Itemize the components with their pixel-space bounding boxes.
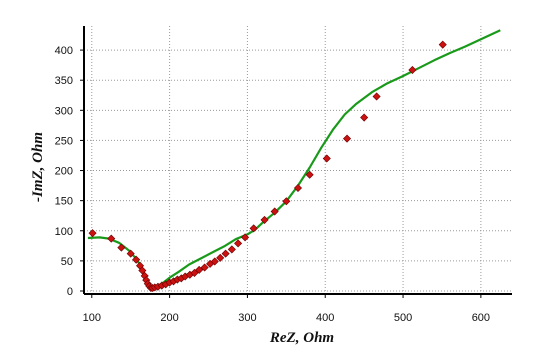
data-point xyxy=(241,233,250,242)
data-point xyxy=(190,268,199,277)
data-point xyxy=(270,207,279,216)
data-point xyxy=(322,154,331,163)
data-point xyxy=(360,113,369,122)
data-point xyxy=(138,266,147,275)
y-tick-label: 0 xyxy=(67,286,73,298)
data-point xyxy=(210,257,219,266)
y-tick-label: 250 xyxy=(55,135,73,147)
data-point xyxy=(216,253,225,262)
data-point xyxy=(408,65,417,74)
x-tick-label: 400 xyxy=(316,312,334,324)
data-point xyxy=(117,243,126,252)
y-tick-label: 400 xyxy=(55,45,73,57)
x-ticks: 100 200 300 400 500 600 xyxy=(83,294,490,324)
data-point xyxy=(227,245,236,254)
data-point xyxy=(107,234,116,243)
data-point xyxy=(200,263,209,272)
y-tick-label: 50 xyxy=(61,256,73,268)
data-point xyxy=(282,197,291,206)
data-point xyxy=(249,224,258,233)
x-tick-label: 300 xyxy=(238,312,256,324)
data-point xyxy=(126,249,135,258)
data-point xyxy=(293,183,303,193)
x-axis-label: ReZ, Ohm xyxy=(269,330,334,346)
data-point xyxy=(221,249,230,258)
data-point xyxy=(132,255,141,264)
data-point xyxy=(195,265,204,274)
grid xyxy=(84,26,512,294)
y-tick-label: 300 xyxy=(55,105,73,117)
y-tick-label: 350 xyxy=(55,75,73,87)
data-point xyxy=(234,239,243,248)
series xyxy=(87,29,501,293)
x-tick-label: 500 xyxy=(394,312,412,324)
x-tick-label: 600 xyxy=(472,312,490,324)
fit-line-1 xyxy=(87,29,501,290)
axes xyxy=(83,26,512,295)
data-point xyxy=(88,229,97,238)
data-point xyxy=(372,92,381,101)
y-axis-label: -ImZ, Ohm xyxy=(30,132,46,202)
x-tick-label: 200 xyxy=(160,312,178,324)
data-point xyxy=(260,215,269,224)
x-tick-label: 100 xyxy=(83,312,101,324)
y-tick-label: 200 xyxy=(55,166,73,178)
data-point xyxy=(343,134,352,143)
y-tick-label: 150 xyxy=(55,196,73,208)
data-point xyxy=(305,170,314,179)
y-ticks: 0 50 100 150 200 250 300 350 400 xyxy=(55,45,84,298)
data-point xyxy=(438,40,447,49)
y-tick-label: 100 xyxy=(55,226,73,238)
